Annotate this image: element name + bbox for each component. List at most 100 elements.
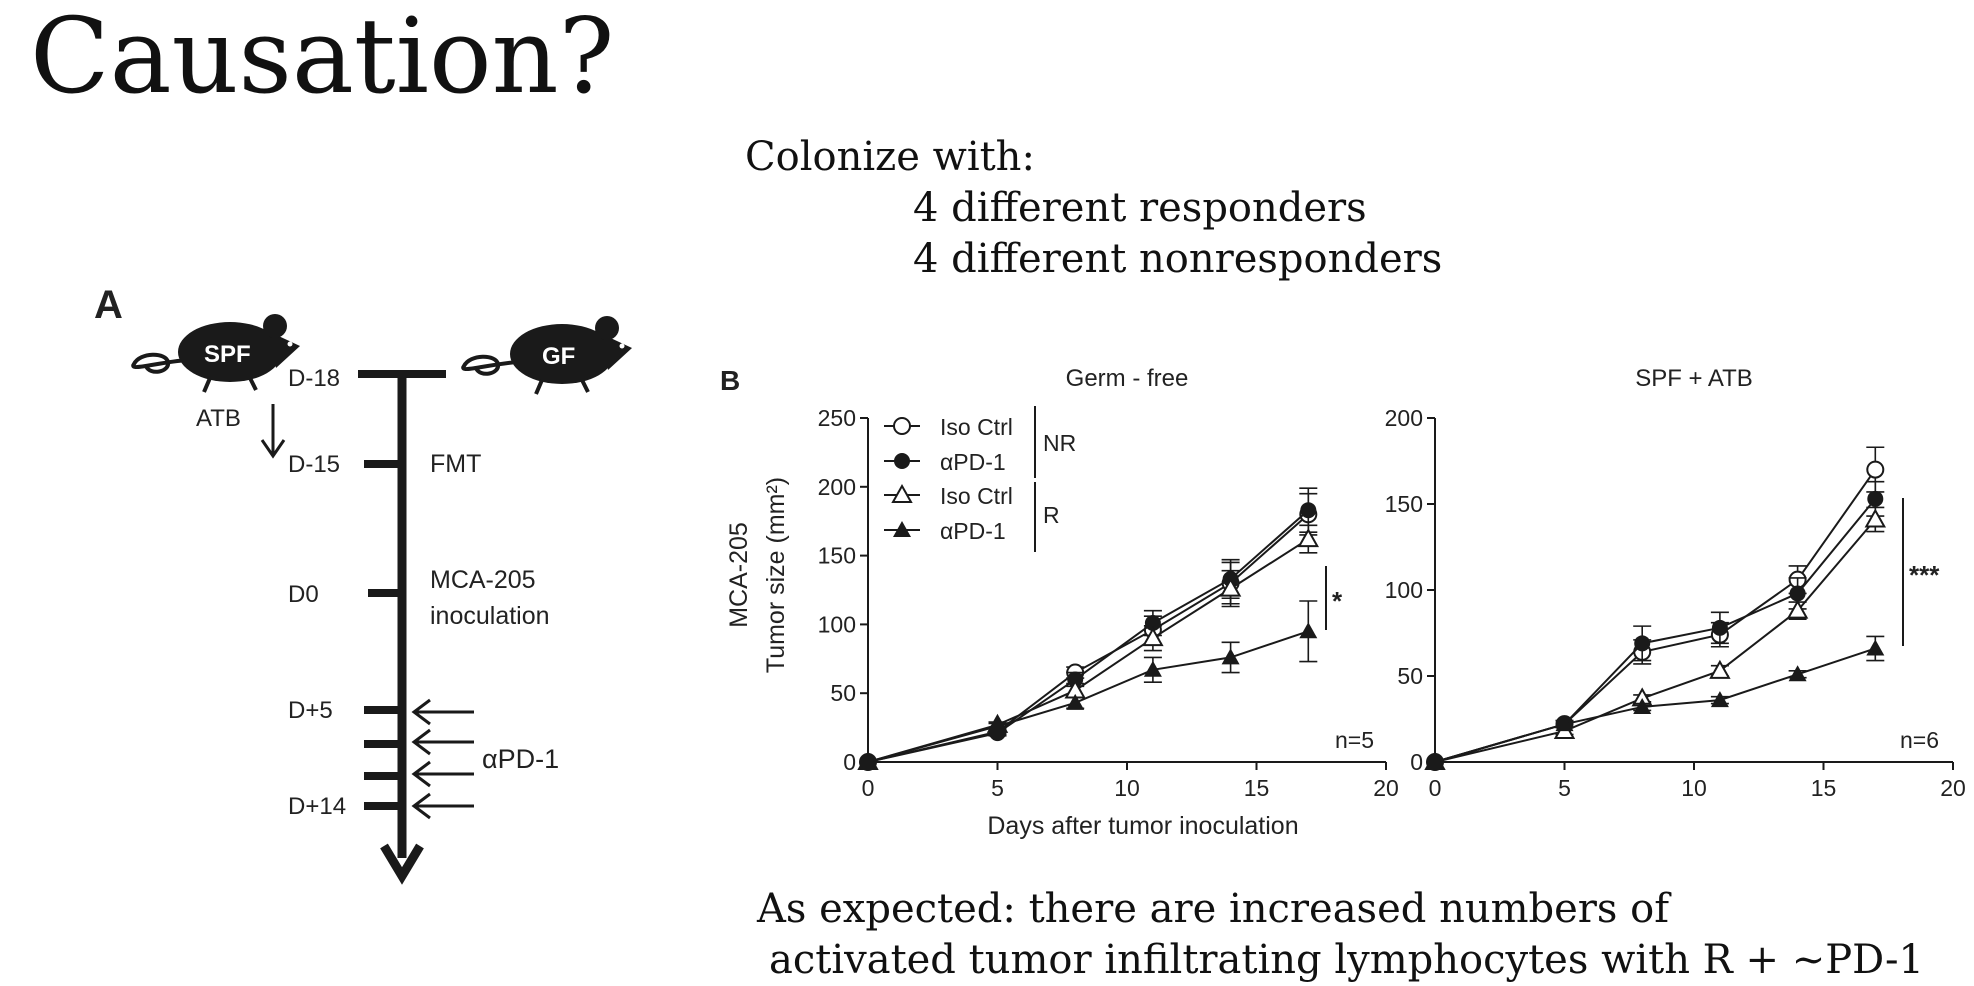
chart-title: Germ - free <box>1066 365 1189 392</box>
series-line <box>867 513 1309 763</box>
panel-a: A SPF GF ATB <box>94 283 632 885</box>
significance-marker: * <box>1332 586 1343 616</box>
panel-a-label: A <box>94 283 123 327</box>
x-tick-label: 15 <box>1244 775 1270 801</box>
x-tick-label: 5 <box>1558 775 1571 801</box>
tick-label-d0: D0 <box>288 581 319 608</box>
data-point <box>1066 693 1085 710</box>
x-tick-label: 15 <box>1811 775 1837 801</box>
data-point <box>1709 659 1731 679</box>
y-tick-label: 250 <box>818 405 856 431</box>
gf-mouse-icon: GF <box>461 316 632 395</box>
legend-iso-ctrl-r: Iso Ctrl <box>940 483 1013 509</box>
y-tick-label: 0 <box>1410 749 1423 775</box>
data-point <box>1219 577 1242 597</box>
panel-b: B MCA-205 Tumor size (mm²) Days after tu… <box>720 365 1966 840</box>
panel-b-label: B <box>720 365 740 396</box>
spf-mouse-icon: SPF <box>131 314 300 393</box>
data-point <box>1144 615 1161 632</box>
x-axis-label: Days after tumor inoculation <box>987 812 1298 840</box>
timeline-arrowhead-icon <box>380 843 424 885</box>
legend-group-r: R <box>1043 502 1060 528</box>
x-tick-label: 10 <box>1681 775 1707 801</box>
y-tick-label: 150 <box>818 543 856 569</box>
legend-apd1-r: αPD-1 <box>940 518 1006 544</box>
series-line <box>867 509 1309 763</box>
y-axis-label-line-1: MCA-205 <box>725 522 753 628</box>
data-point <box>1710 691 1729 708</box>
data-point <box>1297 528 1320 548</box>
x-tick-label: 10 <box>1114 775 1140 801</box>
series-line <box>1434 469 1877 763</box>
data-point <box>1789 585 1806 602</box>
y-axis-label-line-2: Tumor size (mm²) <box>762 477 790 673</box>
legend-iso-ctrl-nr: Iso Ctrl <box>940 414 1013 440</box>
data-point <box>1300 502 1317 519</box>
y-tick-label: 150 <box>1385 491 1423 517</box>
atb-arrow-icon <box>260 404 286 459</box>
y-tick-label: 200 <box>818 474 856 500</box>
chart-title: SPF + ATB <box>1635 365 1753 392</box>
antibody-arrows-icon <box>411 698 474 820</box>
significance-marker: *** <box>1909 560 1940 590</box>
data-point <box>1299 622 1318 639</box>
data-point <box>1786 599 1809 619</box>
event-fmt: FMT <box>430 450 481 478</box>
tick-label-d-18: D-18 <box>288 365 340 392</box>
chart-spf-atb: SPF + ATB 0 50 100 150 200 0 5 10 15 20 *** n=6 <box>1385 365 1966 801</box>
x-tick-label: 0 <box>1429 775 1442 801</box>
tick-label-d5: D+5 <box>288 697 333 724</box>
legend-open-circle-icon <box>893 417 911 435</box>
y-tick-label: 50 <box>830 680 856 706</box>
y-tick-label: 50 <box>1397 663 1423 689</box>
slide-title: Causation? <box>30 0 615 117</box>
event-inoculation: inoculation <box>430 602 550 630</box>
series-line <box>867 630 1309 763</box>
data-point <box>1426 753 1444 769</box>
y-tick-label: 0 <box>843 749 856 775</box>
atb-label: ATB <box>196 405 241 432</box>
data-point <box>1866 460 1885 479</box>
x-tick-label: 5 <box>991 775 1004 801</box>
data-point <box>1711 619 1728 636</box>
legend-group-nr: NR <box>1043 430 1076 456</box>
sample-size-label: n=6 <box>1900 727 1939 753</box>
event-antibody: αPD-1 <box>482 744 559 774</box>
bottom-note-line-2: activated tumor infiltrating lymphocytes… <box>769 937 1924 983</box>
legend-open-triangle-icon <box>891 483 913 503</box>
spf-mouse-label: SPF <box>204 341 251 368</box>
gf-mouse-label: GF <box>542 343 575 370</box>
x-tick-label: 20 <box>1373 775 1399 801</box>
chart-germ-free: Germ - free 0 50 100 150 200 250 0 5 10 15 20 * n=5 <box>818 365 1399 801</box>
legend-filled-circle-icon <box>894 453 910 469</box>
legend-apd1-nr: αPD-1 <box>940 449 1006 475</box>
y-tick-label: 100 <box>818 611 856 637</box>
data-point <box>988 717 1007 734</box>
data-point <box>1864 508 1887 528</box>
sample-size-label: n=5 <box>1335 727 1374 753</box>
data-point <box>1634 635 1651 652</box>
bottom-note-line-1: As expected: there are increased numbers… <box>757 886 1670 932</box>
x-tick-label: 20 <box>1940 775 1966 801</box>
colonize-text: Colonize with: 4 different responders 4 … <box>745 132 1442 285</box>
event-mca205: MCA-205 <box>430 566 536 594</box>
data-point <box>1555 715 1574 732</box>
tick-label-d-15: D-15 <box>288 451 340 478</box>
series-line <box>1434 647 1876 763</box>
series-line <box>1434 498 1877 763</box>
data-point <box>859 753 877 769</box>
series-line <box>867 538 1309 763</box>
y-tick-label: 100 <box>1385 577 1423 603</box>
data-point <box>1788 665 1807 682</box>
data-point <box>1867 490 1884 507</box>
bottom-note: As expected: there are increased numbers… <box>757 884 1924 986</box>
series-line <box>1434 518 1877 763</box>
colonize-line-nonresponders: 4 different nonresponders <box>913 236 1443 282</box>
data-point <box>1142 627 1164 647</box>
tick-label-d14: D+14 <box>288 793 346 820</box>
data-point <box>1633 697 1652 714</box>
colonize-heading: Colonize with: <box>745 134 1035 180</box>
colonize-line-responders: 4 different responders <box>913 185 1367 231</box>
x-tick-label: 0 <box>862 775 875 801</box>
